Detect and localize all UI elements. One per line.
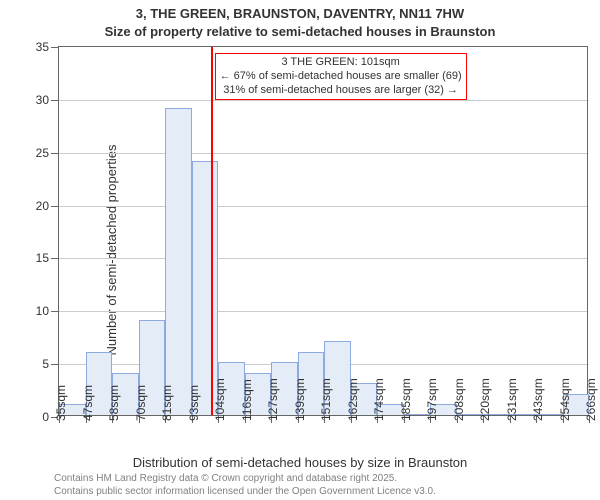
gridline xyxy=(59,311,587,312)
property-marker-line xyxy=(211,47,213,415)
x-tick-label: 93sqm xyxy=(187,385,201,421)
histogram-bar xyxy=(192,161,219,415)
x-axis-label: Distribution of semi-detached houses by … xyxy=(0,455,600,470)
plot-area: 0510152025303535sqm47sqm58sqm70sqm81sqm9… xyxy=(58,46,588,416)
x-tick-label: 162sqm xyxy=(346,378,360,421)
y-tick-label: 25 xyxy=(36,146,59,160)
x-tick-label: 35sqm xyxy=(54,385,68,421)
x-tick-label: 47sqm xyxy=(81,385,95,421)
annotation-line: 3 THE GREEN: 101sqm xyxy=(220,56,462,70)
gridline xyxy=(59,258,587,259)
chart-subtitle: Size of property relative to semi-detach… xyxy=(0,24,600,39)
x-tick-label: 174sqm xyxy=(372,378,386,421)
annotation-box: 3 THE GREEN: 101sqm← 67% of semi-detache… xyxy=(215,53,467,100)
x-tick-label: 151sqm xyxy=(319,378,333,421)
x-tick-label: 266sqm xyxy=(584,378,598,421)
x-tick-label: 70sqm xyxy=(134,385,148,421)
y-tick-label: 5 xyxy=(42,357,59,371)
x-tick-label: 208sqm xyxy=(452,378,466,421)
credits-line-2: Contains public sector information licen… xyxy=(54,486,436,499)
x-tick-label: 231sqm xyxy=(505,378,519,421)
chart-title: 3, THE GREEN, BRAUNSTON, DAVENTRY, NN11 … xyxy=(0,6,600,21)
x-tick-label: 254sqm xyxy=(558,378,572,421)
x-tick-label: 197sqm xyxy=(425,378,439,421)
y-tick-label: 10 xyxy=(36,304,59,318)
annotation-line: 31% of semi-detached houses are larger (… xyxy=(220,84,462,98)
x-tick-label: 220sqm xyxy=(478,378,492,421)
x-tick-label: 116sqm xyxy=(240,379,254,421)
x-tick-label: 104sqm xyxy=(213,378,227,421)
x-tick-label: 243sqm xyxy=(531,378,545,421)
x-tick-label: 81sqm xyxy=(160,385,174,421)
y-tick-label: 35 xyxy=(36,40,59,54)
x-tick-label: 139sqm xyxy=(293,378,307,421)
annotation-line: ← 67% of semi-detached houses are smalle… xyxy=(220,70,462,84)
x-tick-label: 127sqm xyxy=(266,378,280,421)
credits: Contains HM Land Registry data © Crown c… xyxy=(54,473,436,498)
x-tick-label: 185sqm xyxy=(399,378,413,421)
chart-container: 3, THE GREEN, BRAUNSTON, DAVENTRY, NN11 … xyxy=(0,0,600,500)
gridline xyxy=(59,153,587,154)
credits-line-1: Contains HM Land Registry data © Crown c… xyxy=(54,473,436,486)
x-tick-label: 58sqm xyxy=(107,385,121,421)
y-tick-label: 30 xyxy=(36,93,59,107)
y-tick-label: 15 xyxy=(36,251,59,265)
histogram-bar xyxy=(165,108,192,415)
y-tick-label: 20 xyxy=(36,199,59,213)
gridline xyxy=(59,206,587,207)
